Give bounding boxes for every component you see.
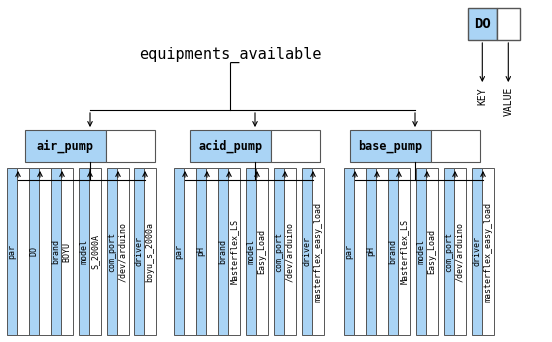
Bar — [17, 168, 29, 335]
Bar — [431, 130, 480, 162]
Text: masterflex_easy_load: masterflex_easy_load — [314, 201, 322, 302]
Text: Easy_Load: Easy_Load — [427, 229, 437, 274]
Bar — [468, 8, 497, 40]
Bar — [25, 130, 105, 162]
Bar — [29, 168, 39, 335]
Bar — [79, 168, 89, 335]
Text: driver: driver — [302, 237, 311, 266]
Text: com_port: com_port — [444, 232, 453, 272]
Bar — [482, 168, 494, 335]
Text: /dev/arduino: /dev/arduino — [455, 222, 464, 281]
Text: par: par — [344, 244, 353, 259]
Bar — [388, 168, 398, 335]
Text: boyu_s_2000a: boyu_s_2000a — [145, 222, 155, 281]
Bar — [107, 168, 117, 335]
Bar — [228, 168, 240, 335]
Text: brand: brand — [219, 239, 227, 264]
Bar — [134, 168, 144, 335]
Bar — [426, 168, 438, 335]
Text: air_pump: air_pump — [37, 139, 94, 153]
Bar — [39, 168, 51, 335]
Bar — [196, 168, 206, 335]
Bar — [302, 168, 312, 335]
Bar — [51, 168, 61, 335]
Bar — [89, 168, 101, 335]
Bar — [206, 168, 218, 335]
Bar — [105, 130, 155, 162]
Text: equipments_available: equipments_available — [139, 47, 321, 63]
Text: driver: driver — [135, 237, 144, 266]
Text: brand: brand — [51, 239, 61, 264]
Text: pH: pH — [367, 247, 375, 256]
Text: acid_pump: acid_pump — [198, 139, 262, 153]
Bar — [472, 168, 482, 335]
Text: /dev/arduino: /dev/arduino — [119, 222, 128, 281]
Bar — [344, 168, 354, 335]
Text: pH: pH — [197, 247, 205, 256]
Text: model: model — [79, 239, 88, 264]
Text: Easy_Load: Easy_Load — [257, 229, 267, 274]
Text: base_pump: base_pump — [358, 139, 422, 153]
Text: com_port: com_port — [274, 232, 283, 272]
Bar — [274, 168, 284, 335]
Text: BOYU: BOYU — [62, 241, 71, 262]
Text: DO: DO — [29, 247, 39, 256]
Text: brand: brand — [389, 239, 397, 264]
Bar — [366, 168, 376, 335]
Text: Masterflex_LS: Masterflex_LS — [400, 219, 408, 284]
Bar — [144, 168, 156, 335]
Text: S_2000A: S_2000A — [91, 234, 99, 269]
Bar — [284, 168, 296, 335]
Bar — [7, 168, 17, 335]
Bar — [270, 130, 320, 162]
Bar — [246, 168, 256, 335]
Bar — [312, 168, 324, 335]
Bar — [61, 168, 73, 335]
Text: driver: driver — [473, 237, 481, 266]
Text: par: par — [7, 244, 17, 259]
Bar — [190, 130, 270, 162]
Text: par: par — [174, 244, 183, 259]
Bar — [256, 168, 268, 335]
Bar — [350, 130, 431, 162]
Bar — [376, 168, 388, 335]
Bar — [497, 8, 520, 40]
Text: com_port: com_port — [108, 232, 116, 272]
Text: model: model — [416, 239, 426, 264]
Text: Masterflex_LS: Masterflex_LS — [230, 219, 238, 284]
Text: DO: DO — [474, 17, 491, 31]
Text: masterflex_easy_load: masterflex_easy_load — [484, 201, 492, 302]
Bar — [354, 168, 366, 335]
Bar — [218, 168, 228, 335]
Bar — [416, 168, 426, 335]
Text: model: model — [246, 239, 256, 264]
Bar — [398, 168, 410, 335]
Text: VALUE: VALUE — [503, 87, 513, 116]
Bar — [174, 168, 184, 335]
Text: KEY: KEY — [477, 87, 487, 105]
Text: /dev/arduino: /dev/arduino — [285, 222, 294, 281]
Bar — [444, 168, 454, 335]
Bar — [117, 168, 129, 335]
Bar — [184, 168, 196, 335]
Bar — [454, 168, 466, 335]
